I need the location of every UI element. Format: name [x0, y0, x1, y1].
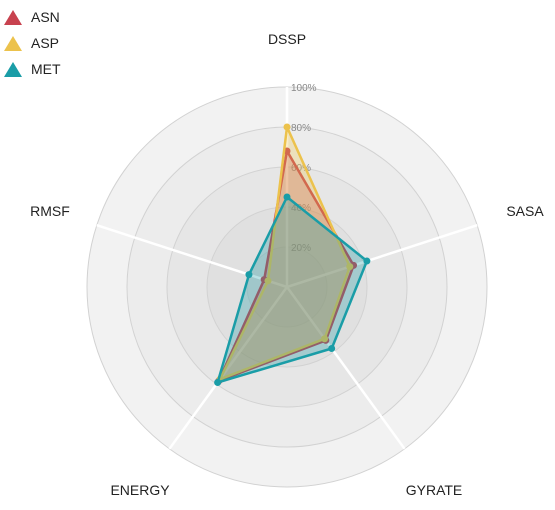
tick-label: 60%	[291, 163, 311, 174]
series-area	[216, 195, 369, 384]
axis-label-rmsf: RMSF	[30, 203, 70, 219]
legend-item-asn[interactable]: ASN	[4, 4, 61, 30]
axis-line	[168, 286, 289, 450]
axis-line	[286, 224, 478, 289]
series-area	[218, 125, 352, 381]
triangle-icon	[4, 35, 22, 51]
legend: ASN ASP MET	[4, 4, 61, 82]
radar-axis-labels: DSSP SASA GYRATE ENERGY RMSF	[30, 31, 544, 498]
data-point[interactable]	[245, 271, 253, 279]
tick-label: 20%	[291, 243, 311, 254]
triangle-icon	[4, 61, 22, 77]
legend-item-met[interactable]: MET	[4, 56, 61, 82]
data-point[interactable]	[363, 257, 371, 265]
data-point[interactable]	[214, 378, 222, 386]
axis-line	[285, 286, 406, 450]
radar-series	[214, 123, 371, 386]
legend-label: ASN	[31, 9, 60, 25]
data-point[interactable]	[346, 263, 354, 271]
axis-label-gyrate: GYRATE	[406, 482, 463, 498]
data-point[interactable]	[283, 123, 291, 131]
data-point[interactable]	[321, 335, 329, 343]
axis-label-sasa: SASA	[506, 203, 544, 219]
series-met[interactable]	[214, 193, 371, 386]
legend-label: ASP	[31, 35, 60, 51]
tick-label: 80%	[291, 123, 311, 134]
series-area	[217, 149, 355, 383]
tick-label: 100%	[291, 83, 317, 94]
axis-label-dssp: DSSP	[268, 31, 306, 47]
data-point[interactable]	[328, 344, 336, 352]
radar-axes	[96, 87, 478, 450]
legend-item-asp[interactable]: ASP	[4, 30, 61, 56]
data-point[interactable]	[283, 193, 291, 201]
axis-line	[96, 224, 288, 289]
data-point[interactable]	[264, 277, 272, 285]
legend-label: MET	[31, 61, 61, 77]
triangle-icon	[4, 9, 22, 25]
axis-label-energy: ENERGY	[110, 482, 170, 498]
